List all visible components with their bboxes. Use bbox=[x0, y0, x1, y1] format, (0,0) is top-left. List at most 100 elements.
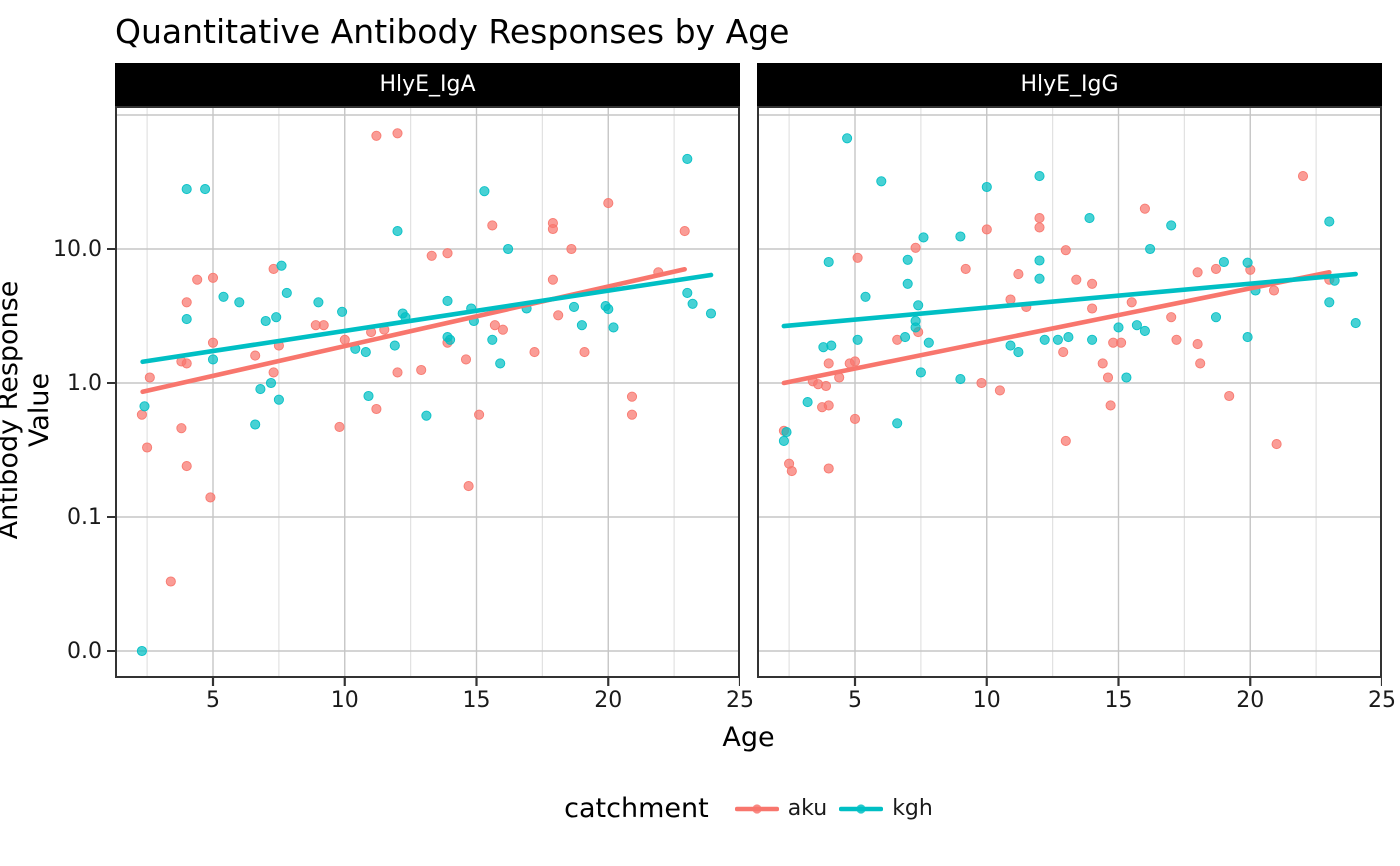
data-point bbox=[981, 224, 992, 235]
data-point bbox=[687, 298, 698, 309]
data-point bbox=[392, 128, 403, 139]
data-point bbox=[1324, 297, 1335, 308]
data-point bbox=[181, 297, 192, 308]
data-point bbox=[1087, 278, 1098, 289]
y-tick-label: 0.1 bbox=[67, 505, 102, 530]
data-point bbox=[176, 423, 187, 434]
data-point bbox=[981, 181, 992, 193]
plot-panel-hlye-igg bbox=[757, 106, 1382, 686]
y-tick-label: 1.0 bbox=[67, 371, 102, 396]
data-point bbox=[1005, 340, 1016, 351]
x-tick-label: 15 bbox=[462, 688, 491, 713]
data-point bbox=[218, 291, 229, 302]
data-point bbox=[568, 301, 580, 312]
data-point bbox=[976, 377, 987, 389]
x-tick-label: 10 bbox=[330, 688, 359, 713]
data-point bbox=[487, 220, 498, 231]
data-point bbox=[1034, 171, 1045, 182]
data-point bbox=[1242, 257, 1253, 268]
panel-background bbox=[115, 106, 740, 678]
data-point bbox=[876, 176, 887, 187]
data-point bbox=[371, 130, 382, 141]
data-point bbox=[313, 297, 324, 308]
data-point bbox=[679, 226, 690, 237]
data-point bbox=[1121, 372, 1132, 383]
data-point bbox=[1034, 273, 1045, 284]
data-point bbox=[136, 645, 147, 657]
data-point bbox=[1126, 297, 1137, 308]
x-tick-label: 20 bbox=[1236, 688, 1265, 713]
data-point bbox=[445, 334, 456, 345]
legend-key-point bbox=[856, 803, 866, 814]
data-point bbox=[547, 223, 558, 235]
data-point bbox=[802, 397, 813, 408]
data-point bbox=[442, 248, 453, 259]
data-point bbox=[207, 354, 219, 365]
trend-line-aku bbox=[781, 270, 1332, 386]
data-point bbox=[1034, 255, 1045, 266]
data-point bbox=[334, 421, 345, 432]
y-tick-label: 10.0 bbox=[53, 237, 102, 262]
data-point bbox=[820, 380, 832, 392]
data-point bbox=[1131, 320, 1142, 331]
y-axis-tick bbox=[107, 382, 115, 384]
legend-items: aku kgh bbox=[723, 796, 933, 821]
data-point bbox=[682, 287, 693, 298]
data-point bbox=[1113, 322, 1124, 333]
data-point bbox=[503, 243, 514, 255]
data-point bbox=[1084, 213, 1095, 224]
data-point bbox=[1210, 312, 1222, 323]
x-axis-title: Age bbox=[722, 722, 775, 753]
data-point bbox=[566, 243, 577, 255]
data-point bbox=[1171, 334, 1182, 345]
data-point bbox=[207, 272, 219, 283]
data-point bbox=[786, 466, 797, 477]
data-point bbox=[1271, 439, 1282, 450]
data-point bbox=[1013, 269, 1024, 280]
data-point bbox=[416, 364, 427, 376]
panel-background bbox=[757, 106, 1382, 678]
data-point bbox=[1210, 263, 1222, 274]
data-point bbox=[265, 377, 277, 389]
data-point bbox=[421, 410, 432, 421]
data-point bbox=[181, 314, 192, 325]
legend-item-label: aku bbox=[787, 796, 828, 821]
legend-item-label: kgh bbox=[892, 796, 933, 821]
data-point bbox=[994, 385, 1005, 396]
data-point bbox=[1145, 243, 1156, 255]
data-point bbox=[1060, 435, 1071, 446]
x-tick-label: 5 bbox=[848, 688, 862, 713]
trend-line-aku bbox=[140, 266, 687, 395]
data-point bbox=[1058, 347, 1069, 358]
x-tick-label: 15 bbox=[1104, 688, 1133, 713]
data-point bbox=[1034, 222, 1045, 233]
data-point bbox=[260, 315, 271, 327]
data-point bbox=[234, 297, 245, 308]
data-point bbox=[902, 278, 913, 289]
legend-key-aku bbox=[734, 803, 779, 814]
data-point bbox=[844, 358, 855, 369]
data-point bbox=[392, 367, 403, 378]
panel-border bbox=[115, 106, 740, 678]
data-point bbox=[1268, 285, 1280, 296]
data-point bbox=[1218, 256, 1229, 268]
data-point bbox=[842, 133, 853, 144]
data-point bbox=[144, 372, 155, 383]
data-point bbox=[626, 409, 638, 420]
x-tick-label: 20 bbox=[594, 688, 623, 713]
data-point bbox=[426, 250, 437, 261]
data-point bbox=[1052, 334, 1063, 345]
data-point bbox=[250, 419, 261, 430]
data-point bbox=[276, 260, 287, 271]
data-point bbox=[608, 322, 619, 333]
data-point bbox=[529, 347, 540, 358]
data-point bbox=[1166, 220, 1177, 231]
x-tick-label: 10 bbox=[972, 688, 1001, 713]
legend: catchment aku kgh bbox=[0, 793, 1400, 824]
data-point bbox=[207, 337, 219, 348]
data-point bbox=[1013, 347, 1024, 358]
data-point bbox=[463, 481, 474, 492]
data-point bbox=[603, 198, 614, 209]
y-axis-tick bbox=[107, 650, 115, 652]
data-point bbox=[389, 340, 400, 351]
